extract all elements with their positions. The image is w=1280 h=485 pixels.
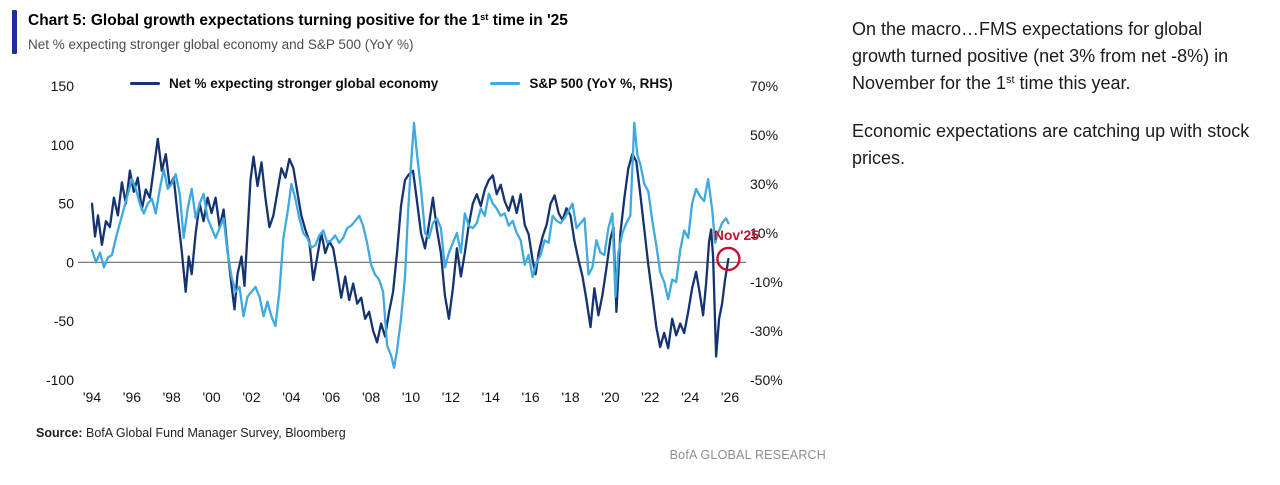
source-line: Source: BofA Global Fund Manager Survey,…: [36, 426, 836, 440]
source-text: BofA Global Fund Manager Survey, Bloombe…: [82, 426, 346, 440]
svg-text:'08: '08: [362, 389, 380, 405]
svg-text:'20: '20: [601, 389, 619, 405]
expectations-paragraph: Economic expectations are catching up wi…: [852, 121, 1250, 168]
svg-text:70%: 70%: [750, 78, 778, 94]
svg-text:-30%: -30%: [750, 323, 783, 339]
svg-text:30%: 30%: [750, 176, 778, 192]
svg-text:'18: '18: [561, 389, 579, 405]
legend-item-spx: S&P 500 (YoY %, RHS): [490, 76, 673, 91]
svg-text:0: 0: [66, 254, 74, 270]
svg-text:'24: '24: [681, 389, 699, 405]
chart-title-text: Chart 5: Global growth expectations turn…: [28, 12, 481, 29]
svg-text:'04: '04: [282, 389, 300, 405]
legend-label-spx: S&P 500 (YoY %, RHS): [529, 76, 673, 91]
svg-text:50%: 50%: [750, 127, 778, 143]
svg-text:'96: '96: [123, 389, 141, 405]
source-label: Source:: [36, 426, 83, 440]
chart-header: Chart 5: Global growth expectations turn…: [12, 10, 836, 54]
macro-paragraph-text: On the macro…FMS expectations for global…: [852, 19, 1229, 93]
svg-text:-100: -100: [46, 372, 74, 388]
svg-text:10%: 10%: [750, 225, 778, 241]
svg-text:'12: '12: [442, 389, 460, 405]
accent-bar: [12, 10, 17, 54]
svg-text:'94: '94: [83, 389, 101, 405]
svg-text:'22: '22: [641, 389, 659, 405]
svg-text:'02: '02: [242, 389, 260, 405]
svg-text:'10: '10: [402, 389, 420, 405]
svg-text:'14: '14: [482, 389, 500, 405]
chart-title-suffix: time in '25: [488, 12, 568, 29]
spx-line-swatch-icon: [490, 81, 521, 86]
svg-text:50: 50: [58, 196, 74, 212]
svg-text:150: 150: [51, 78, 75, 94]
chart-column: Chart 5: Global growth expectations turn…: [12, 10, 836, 462]
commentary-panel: On the macro…FMS expectations for global…: [836, 0, 1280, 485]
legend-label-net: Net % expecting stronger global economy: [169, 76, 439, 91]
svg-text:'00: '00: [202, 389, 220, 405]
macro-paragraph-suffix: time this year.: [1014, 73, 1131, 93]
svg-text:'26: '26: [721, 389, 739, 405]
legend-item-net: Net % expecting stronger global economy: [130, 76, 438, 91]
svg-text:'06: '06: [322, 389, 340, 405]
svg-text:'16: '16: [521, 389, 539, 405]
chart-titles: Chart 5: Global growth expectations turn…: [28, 10, 568, 54]
macro-paragraph-superscript: st: [1006, 74, 1015, 87]
chart-title-superscript: st: [480, 11, 489, 22]
svg-text:-50%: -50%: [750, 372, 783, 388]
macro-paragraph: On the macro…FMS expectations for global…: [852, 16, 1252, 100]
bofa-global-research-label: BofA GLOBAL RESEARCH: [669, 448, 826, 462]
chart-legend: Net % expecting stronger global economy …: [130, 76, 673, 91]
svg-text:'98: '98: [163, 389, 181, 405]
chart-title: Chart 5: Global growth expectations turn…: [28, 10, 568, 33]
net-line-swatch-icon: [130, 81, 160, 86]
svg-text:Nov'25: Nov'25: [714, 227, 760, 243]
svg-text:100: 100: [51, 137, 75, 153]
chart-subtitle: Net % expecting stronger global economy …: [28, 37, 414, 52]
chart-area: Net % expecting stronger global economy …: [26, 70, 808, 414]
svg-text:-50: -50: [54, 313, 74, 329]
svg-text:-10%: -10%: [750, 274, 783, 290]
growth-chart: 150 100 50 0 -50 -100 70% 50% 30% 10% -10% -30% -50%…: [46, 78, 783, 405]
